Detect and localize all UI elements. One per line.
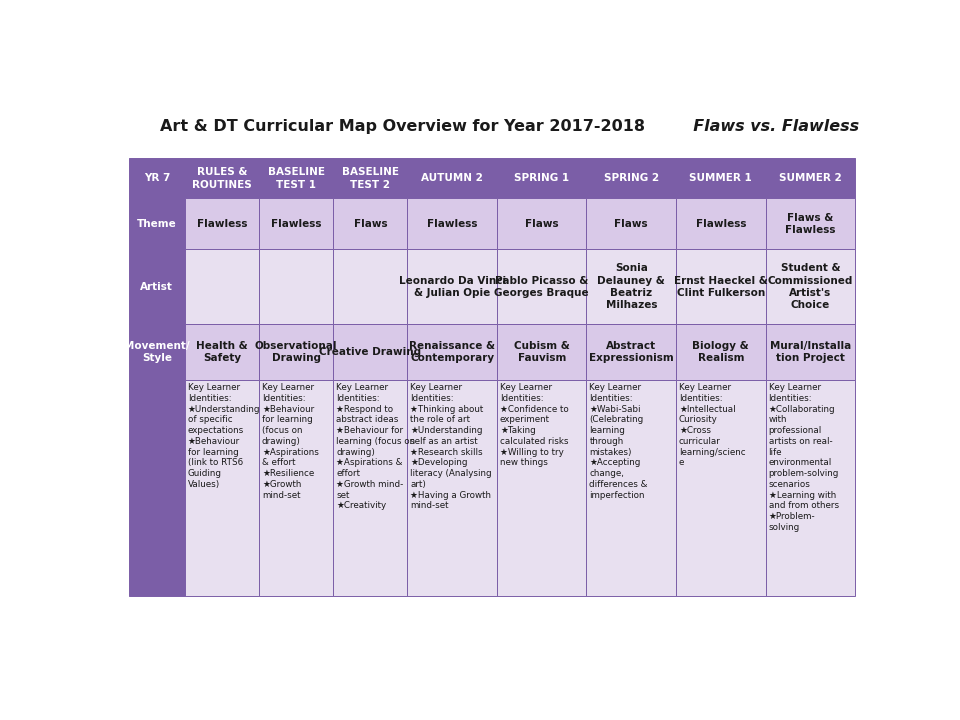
Text: Key Learner
Identities:
★Respond to
abstract ideas
★Behaviour for
learning (focu: Key Learner Identities: ★Respond to abst… [336,383,416,510]
Bar [184,249,259,324]
Text: Student &
Commissioned
Artist's
Choice: Student & Commissioned Artist's Choice [768,264,853,310]
Text: Movement/
Style: Movement/ Style [124,341,190,363]
Text: Key Learner
Identities:
★Behaviour
for learning
(focus on
drawing)
★Aspirations
: Key Learner Identities: ★Behaviour for l… [262,383,319,500]
Text: Cubism &
Fauvism: Cubism & Fauvism [514,341,569,363]
Text: Mural/Installa
tion Project: Mural/Installa tion Project [770,341,851,363]
Bar [129,324,184,379]
Bar [497,158,587,199]
Bar [676,324,765,379]
Text: YR 7: YR 7 [144,174,170,184]
Text: Flaws: Flaws [525,219,559,229]
Bar [676,199,765,249]
Text: SPRING 2: SPRING 2 [604,174,659,184]
Bar [184,324,259,379]
Bar [765,158,855,199]
Bar [407,379,497,596]
Text: Key Learner
Identities:
★Wabi-Sabi
(Celebrating
learning
through
mistakes)
★Acce: Key Learner Identities: ★Wabi-Sabi (Cele… [589,383,648,500]
Bar [765,324,855,379]
Text: Flaws: Flaws [614,219,648,229]
Bar [676,379,765,596]
Text: Pablo Picasso &
Georges Braque: Pablo Picasso & Georges Braque [494,276,589,298]
Bar [765,379,855,596]
Bar [333,199,407,249]
Text: BASELINE
TEST 2: BASELINE TEST 2 [342,167,398,189]
Bar [333,324,407,379]
Bar [259,324,333,379]
Text: Flaws: Flaws [353,219,387,229]
Text: Artist: Artist [140,282,174,292]
Text: Flawless: Flawless [197,219,247,229]
Text: Flawless: Flawless [271,219,322,229]
Bar [259,158,333,199]
Text: Health &
Safety: Health & Safety [196,341,248,363]
Text: Key Learner
Identities:
★Confidence to
experiment
★Taking
calculated risks
★Will: Key Learner Identities: ★Confidence to e… [500,383,568,467]
Bar [333,249,407,324]
Text: Leonardo Da Vinci
& Julian Opie: Leonardo Da Vinci & Julian Opie [398,276,506,298]
Bar [587,324,676,379]
Bar [333,158,407,199]
Text: Key Learner
Identities:
★Understanding
of specific
expectations
★Behaviour
for l: Key Learner Identities: ★Understanding o… [188,383,260,489]
Bar [587,199,676,249]
Bar [407,158,497,199]
Text: Art & DT Curricular Map Overview for Year 2017-2018: Art & DT Curricular Map Overview for Yea… [160,119,645,134]
Text: BASELINE
TEST 1: BASELINE TEST 1 [268,167,324,189]
Text: Observational
Drawing: Observational Drawing [254,341,337,363]
Bar [497,199,587,249]
Text: Sonia
Delauney &
Beatriz
Milhazes: Sonia Delauney & Beatriz Milhazes [597,264,665,310]
Bar [765,249,855,324]
Bar [129,158,184,199]
Bar [587,379,676,596]
Bar [407,249,497,324]
Bar [497,379,587,596]
Bar [129,379,184,596]
Bar [184,199,259,249]
Text: SUMMER 2: SUMMER 2 [779,174,842,184]
Bar [184,158,259,199]
Text: SUMMER 1: SUMMER 1 [689,174,753,184]
Text: Key Learner
Identities:
★Thinking about
the role of art
★Understanding
self as a: Key Learner Identities: ★Thinking about … [411,383,492,510]
Text: Ernst Haeckel &
Clint Fulkerson: Ernst Haeckel & Clint Fulkerson [674,276,768,298]
Bar [184,379,259,596]
Text: RULES &
ROUTINES: RULES & ROUTINES [192,167,252,189]
Bar [407,199,497,249]
Bar [497,249,587,324]
Text: SPRING 1: SPRING 1 [515,174,569,184]
Text: Abstract
Expressionism: Abstract Expressionism [588,341,674,363]
Bar [587,158,676,199]
Bar [129,249,184,324]
Text: Flawless: Flawless [427,219,477,229]
Text: Theme: Theme [137,219,177,229]
Bar [407,324,497,379]
Bar [129,199,184,249]
Bar [497,324,587,379]
Text: Flawless: Flawless [696,219,746,229]
Bar [333,379,407,596]
Text: Key Learner
Identities:
★Intellectual
Curiosity
★Cross
curricular
learning/scien: Key Learner Identities: ★Intellectual Cu… [679,383,746,467]
Text: Renaissance &
Contemporary: Renaissance & Contemporary [409,341,495,363]
Bar [259,199,333,249]
Bar [676,249,765,324]
Text: Flaws &
Flawless: Flaws & Flawless [785,212,835,235]
Bar [587,249,676,324]
Bar [259,249,333,324]
Text: Creative Drawing: Creative Drawing [320,347,421,357]
Bar [259,379,333,596]
Bar [676,158,765,199]
Bar [765,199,855,249]
Text: Flaws vs. Flawless: Flaws vs. Flawless [682,119,859,134]
Text: Key Learner
Identities:
★Collaborating
with
professional
artists on real-
life
e: Key Learner Identities: ★Collaborating w… [769,383,839,532]
Text: Biology &
Realism: Biology & Realism [692,341,749,363]
Text: AUTUMN 2: AUTUMN 2 [421,174,483,184]
